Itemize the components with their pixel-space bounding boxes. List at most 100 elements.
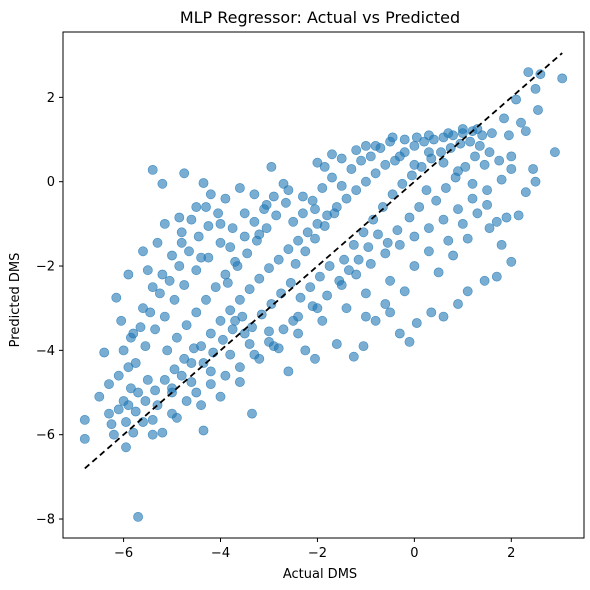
x-tick-label: 0 [410,546,418,561]
scatter-point [445,143,456,153]
scatter-point [479,159,490,170]
scatter-point [174,212,185,223]
scatter-point [213,208,223,219]
scatter-point [157,427,168,438]
scatter-point [176,227,187,238]
scatter-point [530,84,541,94]
scatter-point [368,214,379,225]
scatter-point [205,189,216,200]
scatter-point [227,324,238,335]
scatter-point [157,178,168,189]
scatter-point [244,339,255,349]
x-tick-label: −4 [211,546,230,561]
x-tick-label: 2 [507,546,515,561]
scatter-point [506,256,517,267]
scatter-point [334,275,345,286]
scatter-point [138,303,148,314]
scatter-point [104,379,114,389]
scatter-point [491,216,502,227]
scatter-point [181,396,192,406]
x-axis-ticks: −6 −4 −2 0 2 [114,538,515,561]
scatter-point [147,414,158,425]
scatter-point [150,324,160,335]
scatter-point [79,433,90,444]
scatter-point [176,237,187,248]
scatter-point [145,307,156,318]
scatter-point [394,328,405,339]
scatter-point [186,214,197,225]
scatter-point [220,269,231,280]
scatter-point [171,332,182,343]
scatter-points [79,67,568,522]
scatter-point [259,204,269,214]
scatter-point [302,227,313,238]
scatter-point [351,185,362,195]
scatter-point [230,256,240,267]
y-axis-ticks: −8 −6 −4 −2 0 2 [36,91,63,528]
scatter-point [123,269,134,280]
scatter-point [142,265,153,276]
scatter-point [392,225,403,236]
scatter-point [327,149,337,160]
scatter-point [215,315,226,326]
scatter-point [150,385,160,396]
scatter-point [215,218,226,229]
scatter-point [336,153,347,164]
scatter-point [409,140,420,151]
scatter-point [283,244,294,255]
scatter-point [278,324,289,335]
scatter-point [268,191,279,202]
scatter-point [295,292,306,303]
scatter-point [373,229,383,240]
scatter-point [310,353,320,364]
y-tick-label: −6 [36,428,55,443]
x-tick-label: −2 [308,546,327,561]
scatter-point [154,288,165,299]
scatter-point [239,208,250,219]
scatter-point [133,387,143,398]
scatter-point [411,318,422,328]
scatter-point [133,512,143,522]
scatter-point [271,210,282,221]
x-tick-label: −6 [114,546,133,561]
scatter-point [111,292,122,303]
scatter-point [358,227,369,238]
scatter-point [346,164,357,174]
scatter-point [198,178,209,188]
scatter-point [440,183,451,193]
scatter-point [138,246,148,257]
scatter-point [184,246,194,257]
scatter-point [186,377,197,387]
scatter-point [365,151,376,162]
scatter-point [474,140,485,151]
reference-line [84,52,563,470]
scatter-point [174,261,185,271]
scatter-point [462,233,473,244]
scatter-point [443,235,454,246]
scatter-point [348,239,359,250]
scatter-point [181,320,192,330]
scatter-point [423,246,434,257]
scatter-point [343,265,354,276]
scatter-point [360,140,371,151]
scatter-point [201,294,211,305]
scatter-point [506,164,517,174]
scatter-point [453,204,463,214]
scatter-point [520,126,531,137]
scatter-point [462,286,473,297]
scatter-point [467,193,478,204]
scatter-point [465,136,475,147]
scatter-point [499,113,509,124]
scatter-point [215,391,226,402]
scatter-point [128,427,139,438]
scatter-point [370,315,381,326]
scatter-point [438,157,449,168]
scatter-point [159,218,170,229]
scatter-point [443,128,454,139]
scatter-point [470,151,480,162]
scatter-point [351,269,362,280]
scatter-point [501,212,512,223]
scatter-point [297,191,308,202]
scatter-point [179,280,190,290]
